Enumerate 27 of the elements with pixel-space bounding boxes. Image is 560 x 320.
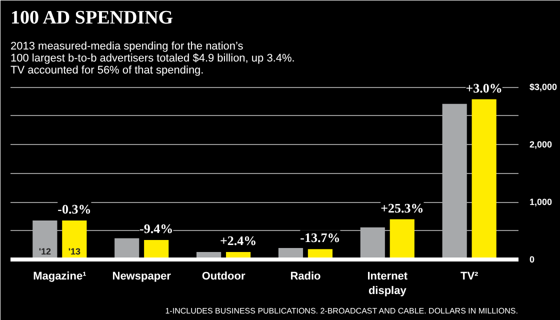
bar	[360, 227, 385, 260]
bar	[472, 99, 496, 260]
x-tick-label: Internet display	[367, 270, 408, 297]
y-tick-label: 1,000	[530, 197, 552, 208]
text: 1-INCLUDES BUSINESS PUBLICATIONS. 2-BROADCAST AND CABLE. DOLLARS IN MILLIONS.	[165, 306, 518, 316]
annotation: -9.4%	[140, 220, 174, 236]
x-tick-label: Radio	[290, 270, 322, 282]
annotation: +3.0%	[466, 80, 502, 96]
series-label: '13	[68, 246, 80, 256]
chart-subtitle: 2013 measured-media spending for the nation’s 100 largest b-to-b advertisers totaled $4.9 billion, up 3.4%. TV accounted for 56% of that spending.	[10, 40, 295, 76]
bar	[442, 104, 467, 260]
annotation: -0.3%	[58, 201, 92, 216]
chart-title: 100 AD SPENDING	[10, 8, 174, 28]
bar	[62, 220, 87, 260]
annotation: +2.4%	[220, 233, 257, 248]
annotation: +25.3%	[380, 200, 424, 216]
x-tick-label: Magazine¹	[33, 270, 87, 282]
series-label: '12	[38, 246, 51, 256]
y-tick-label: $3,000	[530, 82, 558, 92]
x-tick-label: Newspaper	[112, 270, 172, 282]
bar	[32, 220, 58, 260]
bar	[390, 219, 414, 260]
y-tick-label: 0	[530, 254, 535, 264]
x-tick-label: TV²	[460, 270, 479, 282]
y-tick-label: 2,000	[530, 140, 552, 150]
annotation: -13.7%	[300, 230, 340, 246]
x-tick-label: Outdoor	[202, 270, 246, 282]
